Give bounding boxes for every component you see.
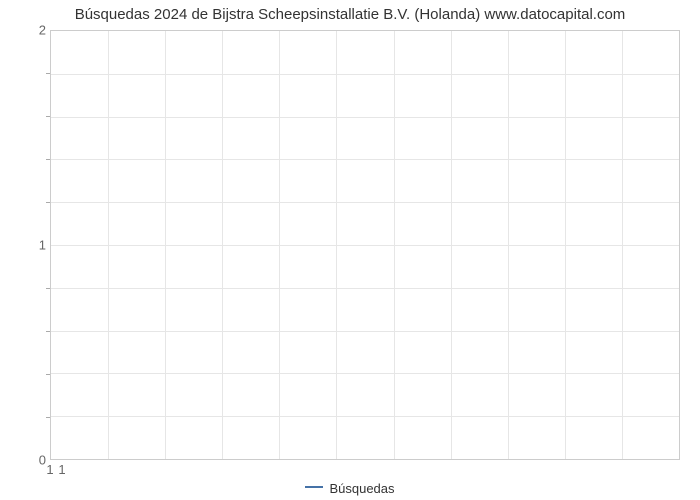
y-minor-tick (46, 73, 50, 74)
y-minor-tick (46, 202, 50, 203)
y-tick-label: 2 (30, 23, 46, 38)
grid-line-horizontal (51, 159, 679, 160)
y-tick-label: 0 (30, 453, 46, 468)
y-minor-tick (46, 331, 50, 332)
grid-line-horizontal (51, 202, 679, 203)
legend: Búsquedas (0, 480, 700, 496)
plot-area (50, 30, 680, 460)
grid-line-horizontal (51, 245, 679, 246)
grid-line-horizontal (51, 288, 679, 289)
grid-line-horizontal (51, 373, 679, 374)
x-tick-label: 1 (46, 462, 53, 477)
y-minor-tick (46, 159, 50, 160)
y-minor-tick (46, 288, 50, 289)
grid-line-horizontal (51, 416, 679, 417)
y-minor-tick (46, 374, 50, 375)
y-minor-tick (46, 417, 50, 418)
legend-label: Búsquedas (329, 481, 394, 496)
y-minor-tick (46, 116, 50, 117)
legend-swatch (305, 486, 323, 488)
grid-line-horizontal (51, 117, 679, 118)
x-tick-label: 1 (58, 462, 65, 477)
grid-line-horizontal (51, 74, 679, 75)
chart-title: Búsquedas 2024 de Bijstra Scheepsinstall… (0, 6, 700, 23)
y-tick-label: 1 (30, 238, 46, 253)
chart-container: Búsquedas 2024 de Bijstra Scheepsinstall… (0, 0, 700, 500)
grid-line-horizontal (51, 331, 679, 332)
